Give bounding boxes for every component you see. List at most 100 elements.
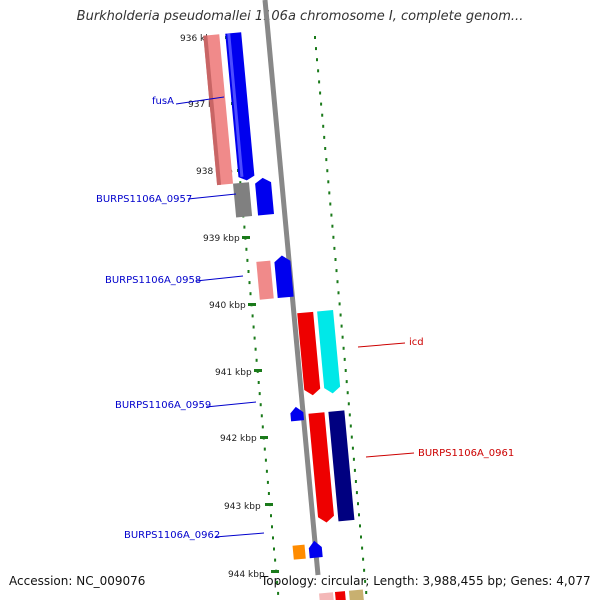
tick-dot: [347, 402, 350, 406]
tick-dot: [257, 381, 260, 384]
fusa-connector: [175, 96, 225, 105]
tick-dot: [265, 469, 268, 473]
burps0957-connector: [187, 193, 237, 200]
tick-label: 939 kbp: [203, 234, 240, 244]
tick-dot: [255, 358, 258, 362]
tick-dot: [359, 524, 361, 528]
tick-dot: [364, 579, 367, 583]
tick-dot: [259, 403, 262, 407]
tick-dot: [346, 391, 349, 395]
tick-dot: [335, 269, 338, 273]
bottom-feature-red[interactable]: [334, 591, 347, 600]
tick-dot: [358, 513, 360, 517]
tick-mark: [260, 436, 268, 439]
tick-dot: [365, 591, 368, 594]
gene-label-icd[interactable]: icd: [409, 337, 424, 348]
icd-gene-arrow[interactable]: [297, 311, 321, 396]
burps0961-connector: [365, 452, 415, 458]
tick-dot: [331, 224, 334, 228]
gene-label-fusa[interactable]: fusA: [152, 96, 174, 107]
burps0958-cds[interactable]: [256, 260, 274, 300]
tick-dot: [326, 169, 329, 173]
tick-dot: [316, 58, 318, 62]
tick-dot: [253, 336, 256, 340]
tick-dot: [247, 270, 250, 273]
tick-dot: [327, 180, 330, 184]
tick-dot: [349, 424, 352, 428]
tick-dot: [252, 325, 255, 329]
map-title: Burkholderia pseudomallei 1106a chromoso…: [76, 9, 524, 24]
tick-dot: [333, 246, 336, 250]
tick-dot: [270, 514, 272, 518]
tick-dot: [329, 202, 332, 206]
tick-dot: [361, 546, 364, 550]
fusa-cds-shade: [203, 35, 222, 186]
tick-dot: [274, 558, 277, 562]
tick-dot: [353, 468, 356, 472]
tick-dot: [342, 346, 345, 350]
tick-dot: [263, 447, 266, 451]
tick-dot: [254, 347, 257, 351]
tick-dot: [320, 102, 323, 106]
burps0962-gene-arrow[interactable]: [308, 540, 323, 559]
tick-dot: [351, 446, 354, 450]
tick-mark: [248, 303, 256, 306]
fusa-gene-highlight: [227, 33, 244, 177]
tick-dot: [260, 414, 263, 418]
tick-dot: [248, 281, 251, 285]
tick-dot: [355, 491, 358, 495]
tick-dot: [314, 36, 316, 39]
tick-dot: [334, 258, 337, 261]
tick-dot: [340, 324, 343, 328]
tick-mark: [265, 503, 273, 506]
tick-dot: [357, 502, 359, 506]
icd-cds-arrow[interactable]: [317, 310, 341, 394]
tick-label: 940 kbp: [209, 301, 246, 311]
tick-dot: [337, 291, 340, 295]
tick-dot: [332, 235, 335, 239]
tick-dot: [319, 91, 322, 95]
burps0962-connector: [214, 532, 265, 538]
burps0961-gene-arrow[interactable]: [308, 412, 334, 523]
burps0962-cds[interactable]: [292, 544, 306, 560]
tick-mark: [271, 570, 279, 573]
tick-dot: [339, 313, 342, 317]
tick-dot: [243, 225, 246, 229]
tick-dot: [246, 258, 249, 262]
gene-label-burps0959[interactable]: BURPS1106A_0959: [115, 400, 211, 411]
burps0957-cds[interactable]: [233, 182, 253, 218]
tick-dot: [273, 547, 275, 551]
tick-label: 942 kbp: [220, 434, 257, 444]
tick-dot: [277, 591, 280, 595]
tick-dot: [354, 480, 357, 483]
burps0958-gene-arrow[interactable]: [274, 255, 294, 299]
gene-labels: fusA BURPS1106A_0957 BURPS1106A_0958 icd…: [96, 96, 514, 541]
gene-label-burps0962[interactable]: BURPS1106A_0962: [124, 530, 220, 541]
tick-dot: [276, 580, 279, 584]
fusa-cds[interactable]: [203, 34, 234, 186]
burps0961-cds[interactable]: [328, 410, 355, 522]
gene-label-burps0958[interactable]: BURPS1106A_0958: [105, 275, 201, 286]
tick-dot: [363, 568, 366, 572]
gene-features: [203, 32, 364, 600]
tick-label: 938 kbp: [196, 167, 233, 177]
tick-dot: [322, 124, 325, 128]
tick-dot: [360, 535, 362, 539]
burps0959-gene-arrow[interactable]: [290, 406, 305, 422]
tick-dot: [348, 413, 351, 417]
tick-label: 943 kbp: [224, 502, 261, 512]
bottom-feature-pink[interactable]: [319, 592, 335, 600]
tick-dot: [245, 247, 248, 251]
tick-dot: [315, 47, 317, 51]
bottom-feature-tan[interactable]: [348, 589, 364, 600]
tick-dot: [328, 191, 331, 195]
tick-dot: [272, 536, 274, 540]
tick-dot: [344, 369, 347, 372]
gene-label-burps0957[interactable]: BURPS1106A_0957: [96, 194, 192, 205]
tick-dot: [345, 380, 348, 384]
burps0957-gene-arrow[interactable]: [255, 177, 274, 216]
tick-dot: [318, 80, 321, 84]
icd-connector: [357, 342, 406, 348]
gene-label-burps0961[interactable]: BURPS1106A_0961: [418, 448, 514, 459]
